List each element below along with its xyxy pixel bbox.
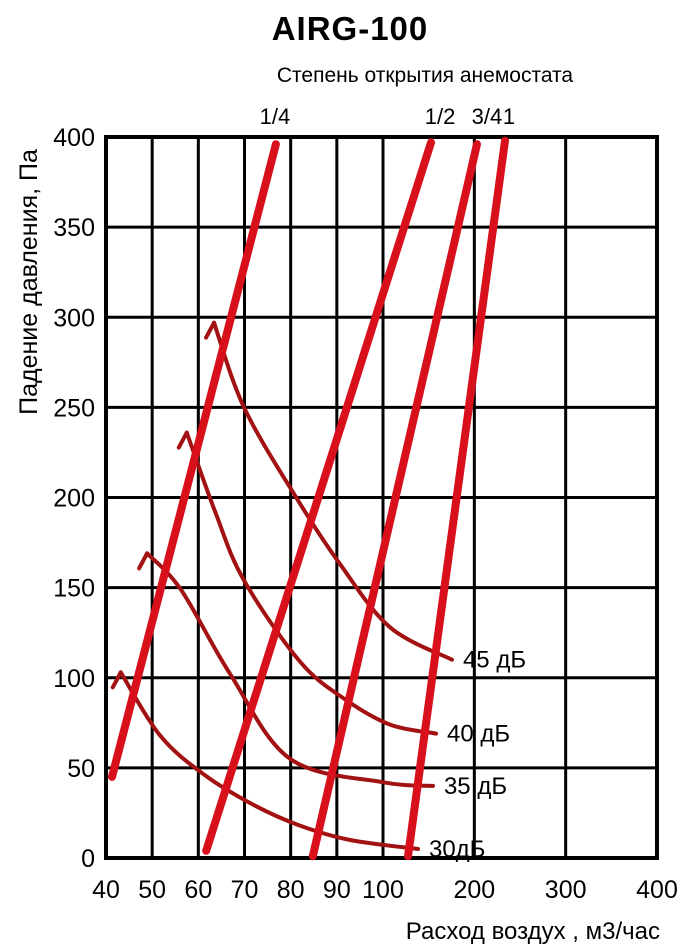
axis-tick-labels: 40 50 60 70 80 90 100 200 300 400 0 50 100 150 200 250 3… bbox=[53, 124, 678, 904]
opening-line-1/4 bbox=[108, 140, 280, 781]
noise-curve-label: 40 дБ bbox=[447, 721, 510, 748]
plot-border bbox=[104, 135, 659, 860]
noise-curve-40 дБ bbox=[184, 430, 438, 736]
noise-curve-start-tick bbox=[176, 430, 189, 450]
tick-label: 200 bbox=[453, 876, 495, 904]
noise-curve-start-tick bbox=[204, 320, 217, 340]
noise-curve-35 дБ bbox=[145, 551, 435, 788]
opening-line-label: 1 bbox=[503, 104, 515, 129]
tick-label: 250 bbox=[53, 394, 95, 422]
tick-label: 200 bbox=[53, 485, 95, 513]
tick-label: 0 bbox=[81, 845, 95, 873]
opening-line-label: 1/2 bbox=[425, 104, 456, 129]
opening-line-label: 3/4 bbox=[472, 104, 503, 129]
tick-label: 80 bbox=[277, 876, 305, 904]
tick-label: 100 bbox=[53, 665, 95, 693]
chart-subtitle: Степень открытия анемостата bbox=[276, 64, 574, 87]
opening-line-label: 1/4 bbox=[260, 104, 291, 129]
tick-label: 60 bbox=[184, 876, 212, 904]
y-axis-label: Падение давления, Па bbox=[15, 149, 43, 415]
opening-line-1/2 bbox=[202, 138, 436, 855]
chart-title: AIRG-100 bbox=[271, 10, 429, 47]
tick-label: 150 bbox=[53, 575, 95, 603]
tick-label: 40 bbox=[92, 876, 120, 904]
tick-label: 300 bbox=[545, 876, 587, 904]
noise-curve-45 дБ bbox=[212, 320, 454, 662]
grid bbox=[104, 135, 659, 860]
x-axis-label: Расход воздух , м3/час bbox=[405, 918, 660, 945]
tick-label: 90 bbox=[323, 876, 351, 904]
tick-label: 400 bbox=[636, 876, 678, 904]
noise-curve-30дБ bbox=[118, 670, 420, 851]
tick-label: 400 bbox=[53, 124, 95, 152]
tick-label: 50 bbox=[138, 876, 166, 904]
tick-label: 50 bbox=[67, 755, 95, 783]
noise-curve-label: 45 дБ bbox=[463, 647, 526, 674]
tick-label: 70 bbox=[231, 876, 259, 904]
noise-curves: 45 дБ 40 дБ 35 дБ 30дБ bbox=[110, 320, 526, 863]
noise-curve-start-tick bbox=[137, 551, 150, 571]
opening-lines: 1/4 1/2 3/4 1 bbox=[108, 104, 515, 861]
opening-line-1 bbox=[404, 136, 510, 861]
tick-label: 300 bbox=[53, 304, 95, 332]
noise-curve-label: 35 дБ bbox=[444, 773, 507, 800]
noise-curve-label: 30дБ bbox=[429, 836, 485, 863]
tick-label: 350 bbox=[53, 214, 95, 242]
opening-line-3/4 bbox=[308, 140, 481, 861]
tick-label: 100 bbox=[362, 876, 404, 904]
noise-curve-start-tick bbox=[110, 670, 123, 690]
